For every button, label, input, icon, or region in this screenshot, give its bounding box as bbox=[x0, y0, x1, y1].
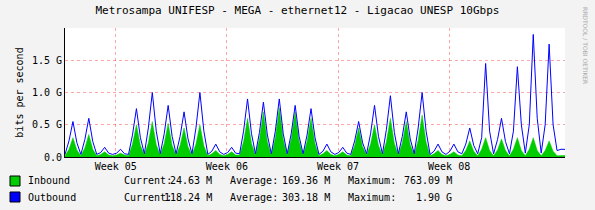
svg-text:Week 05: Week 05 bbox=[95, 161, 137, 172]
svg-text:Week 06: Week 06 bbox=[206, 161, 248, 172]
svg-text:169.36 M: 169.36 M bbox=[282, 175, 330, 186]
svg-text:1.0 G: 1.0 G bbox=[32, 87, 62, 98]
svg-text:Current:: Current: bbox=[124, 192, 172, 203]
svg-text:118.24 M: 118.24 M bbox=[164, 192, 212, 203]
svg-text:763.09 M: 763.09 M bbox=[404, 175, 452, 186]
svg-text:Current:: Current: bbox=[124, 175, 172, 186]
svg-text:Outbound: Outbound bbox=[28, 192, 76, 203]
svg-text:Average:: Average: bbox=[230, 192, 278, 203]
svg-text:Metrosampa UNIFESP - MEGA - et: Metrosampa UNIFESP - MEGA - ethernet12 -… bbox=[96, 4, 500, 17]
svg-text:Inbound: Inbound bbox=[28, 175, 70, 186]
svg-text:303.18 M: 303.18 M bbox=[282, 192, 330, 203]
svg-text:Maximum:: Maximum: bbox=[348, 175, 396, 186]
svg-text:0.5 G: 0.5 G bbox=[32, 119, 62, 130]
svg-text:RRDTOOL / TOBI OETIKER: RRDTOOL / TOBI OETIKER bbox=[582, 7, 589, 84]
svg-text:Average:: Average: bbox=[230, 175, 278, 186]
svg-text:0.0: 0.0 bbox=[44, 152, 62, 163]
svg-text:Week 08: Week 08 bbox=[428, 161, 470, 172]
svg-text:bits per second: bits per second bbox=[14, 47, 25, 137]
svg-text:1.90 G: 1.90 G bbox=[416, 192, 452, 203]
svg-text:24.63 M: 24.63 M bbox=[170, 175, 212, 186]
svg-text:Week 07: Week 07 bbox=[317, 161, 359, 172]
svg-text:Maximum:: Maximum: bbox=[348, 192, 396, 203]
svg-text:1.5 G: 1.5 G bbox=[32, 55, 62, 66]
